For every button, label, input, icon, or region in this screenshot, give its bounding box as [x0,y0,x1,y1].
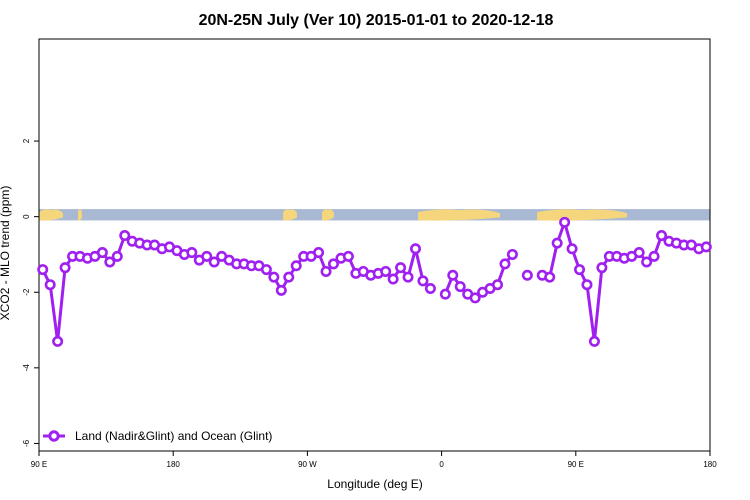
data-point [551,237,563,249]
data-point [201,250,213,262]
data-point [492,279,504,291]
y-axis-label: XCO2 - MLO trend (ppm) [0,186,12,321]
data-point [275,284,287,296]
data-point [648,250,660,262]
data-point [559,216,571,228]
data-point [447,269,459,281]
x-tick-label: 90 W [298,460,317,469]
data-point [439,288,451,300]
data-point [521,269,533,281]
data-point [506,248,518,260]
x-tick-label: 90 E [31,460,47,469]
data-point [342,250,354,262]
data-point [52,335,64,347]
data-point [700,241,712,253]
data-point [208,256,220,268]
data-point [633,247,645,259]
y-tick-label: -4 [22,364,31,372]
data-point [119,230,131,242]
land-mass [537,209,627,221]
data-point [417,275,429,287]
data-point [574,264,586,276]
chart-title: 20N-25N July (Ver 10) 2015-01-01 to 2020… [199,12,554,29]
data-point [111,250,123,262]
plot-area: 90 E 180 90 W 0 90 E 180 2 0 -2 -4 -6 [22,38,717,469]
data-point [104,256,116,268]
land-mass [418,209,500,221]
y-tick-label: 0 [22,214,31,219]
x-tick-label: 180 [167,460,181,469]
legend-marker-swatch [48,430,60,442]
data-point [96,247,108,259]
data-point [268,271,280,283]
data-point [395,262,407,274]
data-point [410,243,422,255]
x-tick-label: 180 [703,460,717,469]
y-tick-label: -6 [22,439,31,447]
data-point [656,230,668,242]
x-tick-label: 90 E [568,460,584,469]
data-point [454,281,466,293]
x-tick-label: 0 [439,460,444,469]
data-point [380,265,392,277]
land-mass [78,209,82,221]
data-point [387,273,399,285]
land-mass [283,209,297,221]
data-point [290,260,302,272]
data-point [544,271,556,283]
data-point [260,264,272,276]
land-mass [39,209,63,221]
data-point [641,256,653,268]
data-point [313,247,325,259]
legend-label: Land (Nadir&Glint) and Ocean (Glint) [75,429,272,443]
data-point [596,262,608,274]
data-point [402,271,414,283]
data-point [283,271,295,283]
data-point [499,258,511,270]
y-tick-label: 2 [22,138,31,143]
data-point [581,279,593,291]
data-point [588,335,600,347]
x-axis-label: Longitude (deg E) [327,477,422,491]
ocean-band [39,209,710,221]
land-mass [322,209,334,221]
data-point [327,258,339,270]
y-tick-label: -2 [22,288,31,296]
data-point [469,292,481,304]
data-point [424,282,436,294]
data-point [37,264,49,276]
data-point [44,279,56,291]
data-point [566,243,578,255]
data-point [59,262,71,274]
legend: Land (Nadir&Glint) and Ocean (Glint) [43,429,272,443]
data-point [320,265,332,277]
data-point [186,247,198,259]
